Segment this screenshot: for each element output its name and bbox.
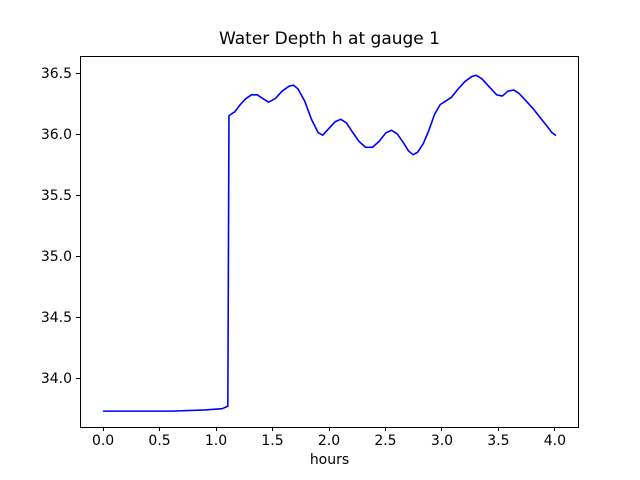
x-tick-mark — [272, 427, 274, 431]
x-tick-label: 3.5 — [487, 433, 510, 449]
x-tick-mark — [215, 427, 217, 431]
water-depth-line — [102, 74, 557, 412]
chart-title: Water Depth h at gauge 1 — [219, 29, 440, 49]
x-tick-label: 3.0 — [430, 433, 454, 449]
line-chart-svg — [102, 74, 557, 412]
y-tick-label: 35.0 — [40, 248, 72, 265]
y-tick-mark — [76, 256, 80, 258]
x-tick-label: 0.0 — [91, 433, 115, 449]
x-tick-mark — [554, 427, 556, 431]
y-tick-label: 34.5 — [40, 309, 72, 326]
y-tick-label: 36.0 — [40, 126, 72, 143]
y-tick-mark — [76, 134, 80, 136]
x-tick-mark — [384, 427, 386, 431]
x-tick-mark — [102, 427, 104, 431]
x-tick-mark — [328, 427, 330, 431]
x-tick-label: 2.5 — [374, 433, 397, 449]
plot-area — [80, 56, 579, 428]
x-tick-mark — [497, 427, 499, 431]
x-tick-mark — [441, 427, 443, 431]
x-tick-label: 1.0 — [204, 433, 228, 449]
x-tick-mark — [159, 427, 161, 431]
y-tick-mark — [76, 73, 80, 75]
y-tick-label: 36.5 — [40, 65, 72, 82]
y-tick-label: 34.0 — [40, 370, 72, 387]
x-tick-label: 1.5 — [261, 433, 284, 449]
y-tick-mark — [76, 378, 80, 380]
y-tick-mark — [76, 317, 80, 319]
x-tick-label: 4.0 — [543, 433, 567, 449]
x-tick-label: 0.5 — [148, 433, 171, 449]
y-tick-mark — [76, 195, 80, 197]
x-tick-label: 2.0 — [317, 433, 341, 449]
x-axis-label: hours — [309, 452, 350, 468]
y-tick-label: 35.5 — [40, 187, 72, 204]
